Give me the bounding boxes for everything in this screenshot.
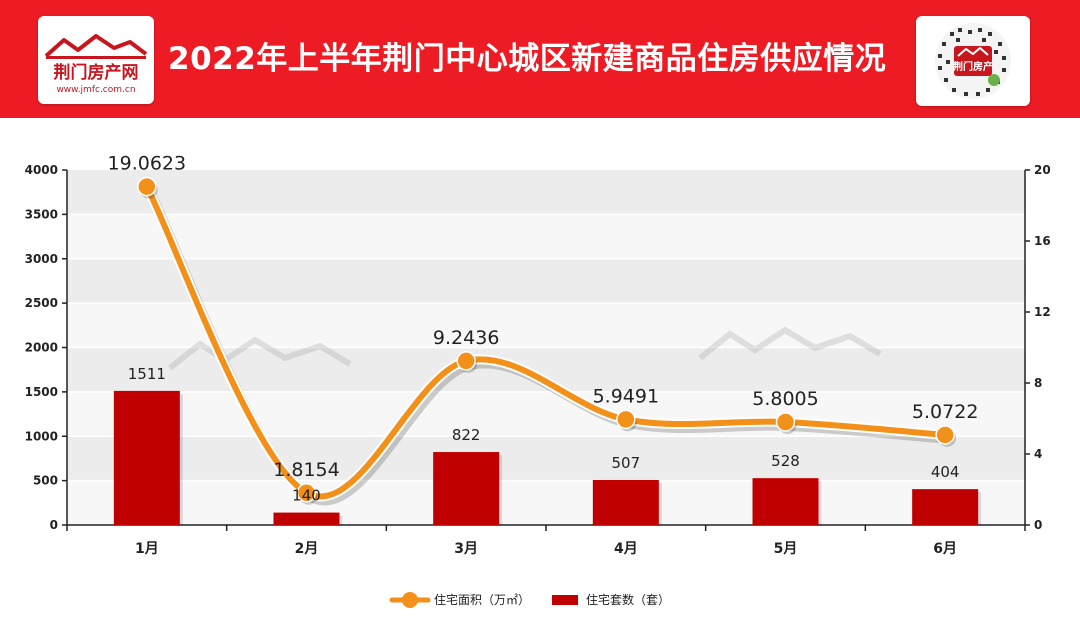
- watermark-roof-icon: [698, 326, 882, 361]
- supply-chart: 0 500 1000 1500 2000 2500 3000 3500 4000 0 4 8 12 16 2…: [25, 153, 1051, 608]
- line-point: [296, 483, 317, 503]
- left-tick-label: 3500: [25, 207, 58, 221]
- legend-bar-swatch: [552, 595, 578, 605]
- left-tick-label: 1000: [25, 429, 58, 443]
- header-banner: 荆门房产网 www.jmfc.com.cn 2022年上半年荆门中心城区新建商品…: [0, 0, 1080, 118]
- bar: [912, 489, 979, 525]
- site-logo[interactable]: 荆门房产网 www.jmfc.com.cn: [38, 16, 154, 104]
- grid-band: [67, 480, 1025, 525]
- line-data-label: 19.0623: [108, 153, 187, 175]
- qr-code-icon: 荆门房产: [935, 23, 1011, 99]
- line-data-label: 5.8005: [752, 388, 818, 410]
- line-data-label: 9.2436: [433, 327, 499, 349]
- x-tick-label: 1月: [135, 541, 159, 557]
- left-tick-label: 2000: [25, 341, 58, 355]
- x-tick-label: 5月: [774, 541, 798, 557]
- bar-data-label: 1511: [128, 365, 166, 383]
- line-point: [137, 176, 157, 197]
- line-data-label: 5.9491: [593, 385, 659, 407]
- bar-data-label: 140: [292, 487, 321, 505]
- right-tick-label: 0: [1034, 518, 1042, 532]
- line-data-label: 5.0722: [912, 401, 978, 423]
- right-tick-label: 16: [1034, 234, 1051, 248]
- bar: [113, 390, 180, 525]
- x-tick-label: 3月: [454, 541, 478, 557]
- watermark: [168, 336, 352, 371]
- logo-subtext: www.jmfc.com.cn: [56, 85, 135, 95]
- bar: [752, 478, 819, 525]
- bar-data-label: 822: [452, 426, 481, 444]
- watermark: [698, 326, 882, 361]
- grid-band: [67, 258, 1025, 304]
- line-point: [935, 425, 955, 445]
- grid-band: [67, 436, 1025, 481]
- line-data-label: 1.8154: [273, 459, 339, 481]
- chart-area: 0 500 1000 1500 2000 2500 3000 3500 4000 0 4 8 12 16 2…: [0, 118, 1080, 624]
- x-tick-label: 2月: [295, 541, 319, 557]
- right-tick-label: 12: [1034, 305, 1051, 319]
- line-point: [456, 351, 476, 371]
- x-tick-label: 6月: [933, 541, 957, 557]
- qr-code[interactable]: 荆门房产: [916, 16, 1030, 106]
- grid-band: [67, 170, 1025, 215]
- grid-band: [67, 214, 1025, 259]
- grid-band: [67, 303, 1025, 348]
- left-tick-label: 0: [50, 518, 58, 532]
- left-tick-label: 2500: [25, 296, 58, 310]
- bar: [433, 452, 500, 525]
- qr-label: 荆门房产: [953, 60, 993, 73]
- bar-data-label: 528: [771, 452, 800, 470]
- left-tick-label: 4000: [25, 163, 58, 177]
- right-tick-label: 4: [1034, 447, 1042, 461]
- right-tick-label: 8: [1034, 376, 1042, 390]
- x-tick-label: 4月: [614, 541, 638, 557]
- watermark-roof-icon: [168, 336, 352, 371]
- right-tick-label: 20: [1034, 163, 1051, 177]
- left-tick-label: 500: [33, 474, 58, 488]
- line-point: [616, 409, 636, 430]
- logo-text: 荆门房产网: [54, 62, 139, 83]
- bar-data-label: 404: [931, 463, 960, 481]
- bar: [592, 480, 659, 525]
- page-title: 2022年上半年荆门中心城区新建商品住房供应情况: [168, 41, 887, 77]
- left-tick-label: 1500: [25, 385, 58, 399]
- bar: [273, 512, 340, 525]
- legend-label-bar: 住宅套数（套）: [586, 592, 670, 607]
- legend-line-marker: [402, 592, 418, 608]
- bar-data-label: 507: [612, 454, 641, 472]
- house-logo-icon: 荆门房产网 www.jmfc.com.cn: [44, 34, 148, 95]
- line-point: [775, 412, 796, 432]
- legend-label-line: 住宅面积（万㎡）: [434, 592, 530, 607]
- left-tick-label: 3000: [25, 252, 58, 266]
